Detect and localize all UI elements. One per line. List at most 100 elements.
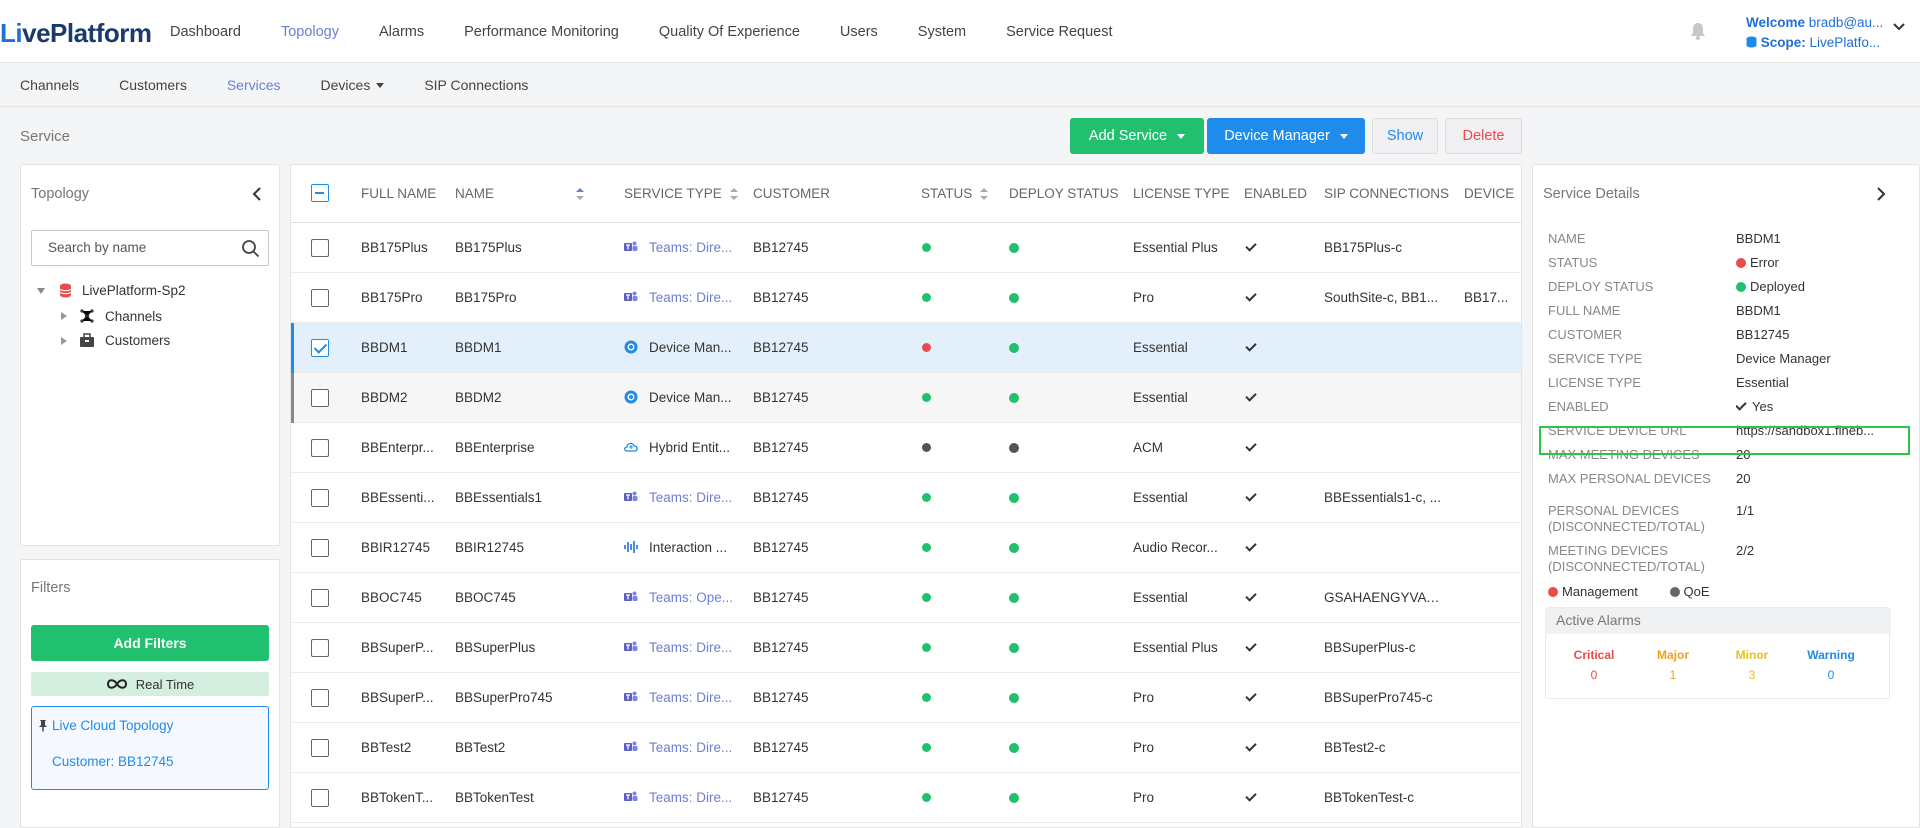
row-checkbox[interactable] — [311, 539, 329, 557]
row-checkbox[interactable] — [311, 689, 329, 707]
col-device[interactable]: DEVICE — [1464, 186, 1515, 201]
realtime-toggle[interactable]: Real Time — [31, 672, 269, 696]
bell-icon[interactable] — [1690, 22, 1706, 40]
cell-license-type: ACM — [1133, 440, 1163, 455]
cell-service-type[interactable]: Teams: Dire... — [649, 790, 733, 805]
filter-card[interactable]: Live Cloud Topology Customer: BB12745 — [31, 706, 269, 790]
row-checkbox[interactable] — [311, 339, 329, 357]
app-logo[interactable]: LivePlatform — [0, 18, 152, 48]
col-status[interactable]: STATUS — [921, 186, 989, 201]
tree-item-channels[interactable]: Channels — [61, 308, 162, 324]
row-checkbox[interactable] — [311, 239, 329, 257]
alarm-major[interactable]: Major 1 — [1633, 648, 1713, 682]
nav-alarms[interactable]: Alarms — [378, 23, 425, 40]
delete-button[interactable]: Delete — [1445, 118, 1522, 154]
search-input[interactable] — [48, 240, 238, 255]
row-checkbox[interactable] — [311, 489, 329, 507]
chevron-right-icon[interactable] — [1875, 187, 1887, 201]
show-button[interactable]: Show — [1372, 118, 1438, 154]
expand-icon[interactable] — [61, 336, 67, 345]
waveform-icon — [624, 541, 638, 553]
cell-license-type: Essential — [1133, 590, 1188, 605]
col-name[interactable]: NAME — [455, 186, 585, 201]
cell-full-name: BBDM1 — [361, 340, 408, 355]
select-all-checkbox[interactable] — [311, 184, 329, 202]
nav-quality-of-experience[interactable]: Quality Of Experience — [658, 23, 800, 40]
table-row[interactable]: BBEssenti... BBEssentials1 Teams: Dire... B… — [291, 473, 1521, 523]
topology-search[interactable] — [31, 230, 269, 266]
table-row[interactable]: BBEnterpr... BBEnterprise Hybrid Entit... B… — [291, 423, 1521, 473]
row-checkbox[interactable] — [311, 589, 329, 607]
col-sip-connections[interactable]: SIP CONNECTIONS — [1324, 186, 1450, 201]
nav-service-request[interactable]: Service Request — [1006, 23, 1113, 40]
row-checkbox[interactable] — [311, 739, 329, 757]
row-checkbox[interactable] — [311, 789, 329, 807]
row-checkbox[interactable] — [311, 389, 329, 407]
col-enabled[interactable]: ENABLED — [1244, 186, 1308, 201]
cell-service-type[interactable]: Teams: Dire... — [649, 290, 733, 305]
subnav-customers[interactable]: Customers — [119, 76, 187, 93]
nav-dashboard[interactable]: Dashboard — [170, 23, 241, 40]
table-row[interactable]: BBTokenT... BBTokenTest Teams: Dire... BB12… — [291, 773, 1521, 823]
alarm-warning[interactable]: Warning 0 — [1791, 648, 1871, 682]
deploy-status-dot — [1009, 443, 1019, 453]
table-row[interactable]: BBOC745 BBOC745 Teams: Ope... BB12745 Essent… — [291, 573, 1521, 623]
nav-performance-monitoring[interactable]: Performance Monitoring — [464, 23, 619, 40]
subnav-services[interactable]: Services — [226, 76, 281, 93]
row-checkbox[interactable] — [311, 439, 329, 457]
row-checkbox[interactable] — [311, 289, 329, 307]
top-navbar: LivePlatform Dashboard Topology Alarms P… — [0, 0, 1920, 63]
nav-users[interactable]: Users — [839, 23, 878, 40]
row-checkbox[interactable] — [311, 639, 329, 657]
col-license-type[interactable]: LICENSE TYPE — [1133, 186, 1230, 201]
sort-icon[interactable] — [729, 188, 738, 201]
detail-value: Deployed — [1736, 279, 1906, 294]
cell-name: BBDM2 — [455, 390, 502, 405]
tree-root[interactable]: LivePlatform-Sp2 — [37, 283, 186, 298]
sort-icon[interactable] — [576, 188, 585, 201]
tree-item-customers[interactable]: Customers — [61, 333, 170, 348]
cell-service-type[interactable]: Teams: Dire... — [649, 640, 733, 655]
alarm-critical[interactable]: Critical 0 — [1554, 648, 1634, 682]
col-full-name[interactable]: FULL NAME — [361, 186, 437, 201]
chevron-left-icon[interactable] — [251, 187, 263, 201]
sort-icon[interactable] — [980, 188, 989, 201]
search-icon[interactable] — [241, 239, 260, 258]
chevron-down-icon[interactable] — [1892, 20, 1906, 34]
cell-service-type[interactable]: Teams: Ope... — [649, 590, 734, 605]
nav-topology[interactable]: Topology — [280, 23, 339, 40]
pin-icon[interactable] — [38, 719, 48, 732]
table-row[interactable]: BBDM2 BBDM2 Device Man... BB12745 Essential — [291, 373, 1521, 423]
cell-service-type[interactable]: Teams: Dire... — [649, 740, 733, 755]
col-deploy-status[interactable]: DEPLOY STATUS — [1009, 186, 1119, 201]
expand-icon[interactable] — [61, 312, 67, 320]
col-service-type[interactable]: SERVICE TYPE — [624, 186, 738, 201]
table-row[interactable]: BBSuperP... BBSuperPro745 Teams: Dire... BB… — [291, 673, 1521, 723]
cell-service-type[interactable]: Teams: Dire... — [649, 490, 733, 505]
user-menu[interactable]: Welcome bradb@au... Scope: LivePlatfo... — [1746, 13, 1883, 53]
status-dot — [1736, 258, 1746, 268]
expand-icon[interactable] — [37, 287, 45, 294]
table-row[interactable]: BBDM1 BBDM1 Device Man... BB12745 Essential — [291, 323, 1521, 373]
table-row[interactable]: BBIR12745 BBIR12745 Interaction ... BB12745… — [291, 523, 1521, 573]
cell-service-type[interactable]: Teams: Dire... — [649, 240, 733, 255]
device-manager-button[interactable]: Device Manager — [1207, 118, 1365, 154]
subnav-devices[interactable]: Devices — [321, 77, 385, 93]
add-filters-button[interactable]: Add Filters — [31, 625, 269, 661]
subnav-channels[interactable]: Channels — [20, 76, 80, 93]
table-row[interactable]: BB175Pro BB175Pro Teams: Dire... BB12745 Pro… — [291, 273, 1521, 323]
col-customer[interactable]: CUSTOMER — [753, 186, 831, 201]
welcome-label: Welcome — [1746, 15, 1806, 30]
cell-sip-connections: SouthSite-c, BB1... — [1324, 290, 1439, 305]
cell-service-type[interactable]: Teams: Dire... — [649, 690, 733, 705]
subnav-sip-connections[interactable]: SIP Connections — [424, 76, 529, 93]
alarm-minor[interactable]: Minor 3 — [1712, 648, 1792, 682]
nav-system[interactable]: System — [917, 23, 967, 40]
customer-filter-chip[interactable]: Customer: BB12745 — [52, 754, 174, 769]
service-details-panel: Service Details NAME BBDM1 STATUS Error DEPL… — [1532, 164, 1920, 828]
deploy-status-dot — [1009, 243, 1019, 253]
add-service-button[interactable]: Add Service — [1070, 118, 1204, 154]
table-row[interactable]: BBSuperP... BBSuperPlus Teams: Dire... BB12… — [291, 623, 1521, 673]
table-row[interactable]: BBTest2 BBTest2 Teams: Dire... BB12745 Pro BB… — [291, 723, 1521, 773]
table-row[interactable]: BB175Plus BB175Plus Teams: Dire... BB12745 E… — [291, 223, 1521, 273]
